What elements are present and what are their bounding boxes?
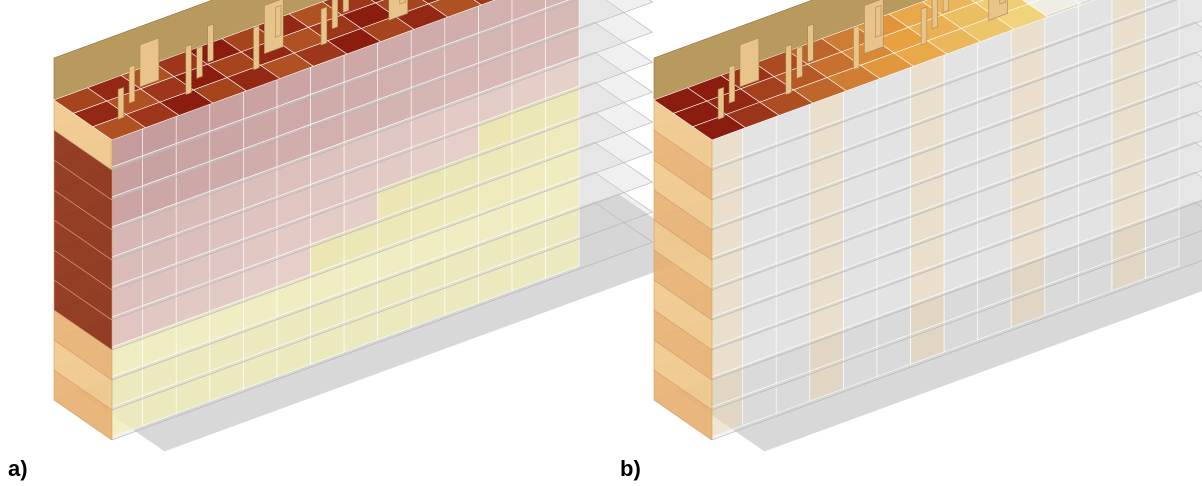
roof-fin — [854, 26, 860, 70]
panel-label: a) — [8, 456, 28, 481]
roof-fin — [343, 0, 349, 13]
roof-fin — [932, 0, 938, 29]
roof-fin — [254, 26, 260, 70]
roof-fin — [875, 5, 881, 37]
roof-fin — [186, 45, 192, 95]
roof-fin — [786, 45, 792, 95]
roof-fin — [197, 46, 203, 78]
roof-fin — [943, 0, 949, 13]
roof-fin — [118, 87, 124, 119]
roof-fin — [321, 7, 327, 45]
page: {"panels": [{"label": "a)"}, {"label": "… — [0, 0, 1202, 486]
roof-fin — [797, 46, 803, 78]
building-render-b — [654, 0, 1202, 451]
building-render-a — [54, 0, 705, 451]
roof-fin — [275, 5, 281, 37]
roof-fin — [740, 38, 759, 87]
roof-fin — [332, 0, 338, 29]
roof-fin — [808, 24, 814, 62]
roof-fin — [729, 65, 735, 103]
roof-fin — [140, 38, 159, 87]
figure: a) b) — [0, 0, 1202, 486]
roof-fin — [208, 24, 214, 62]
roof-fin — [921, 7, 927, 45]
panel-label: b) — [620, 456, 641, 481]
roof-fin — [129, 65, 135, 103]
roof-fin — [718, 87, 724, 119]
